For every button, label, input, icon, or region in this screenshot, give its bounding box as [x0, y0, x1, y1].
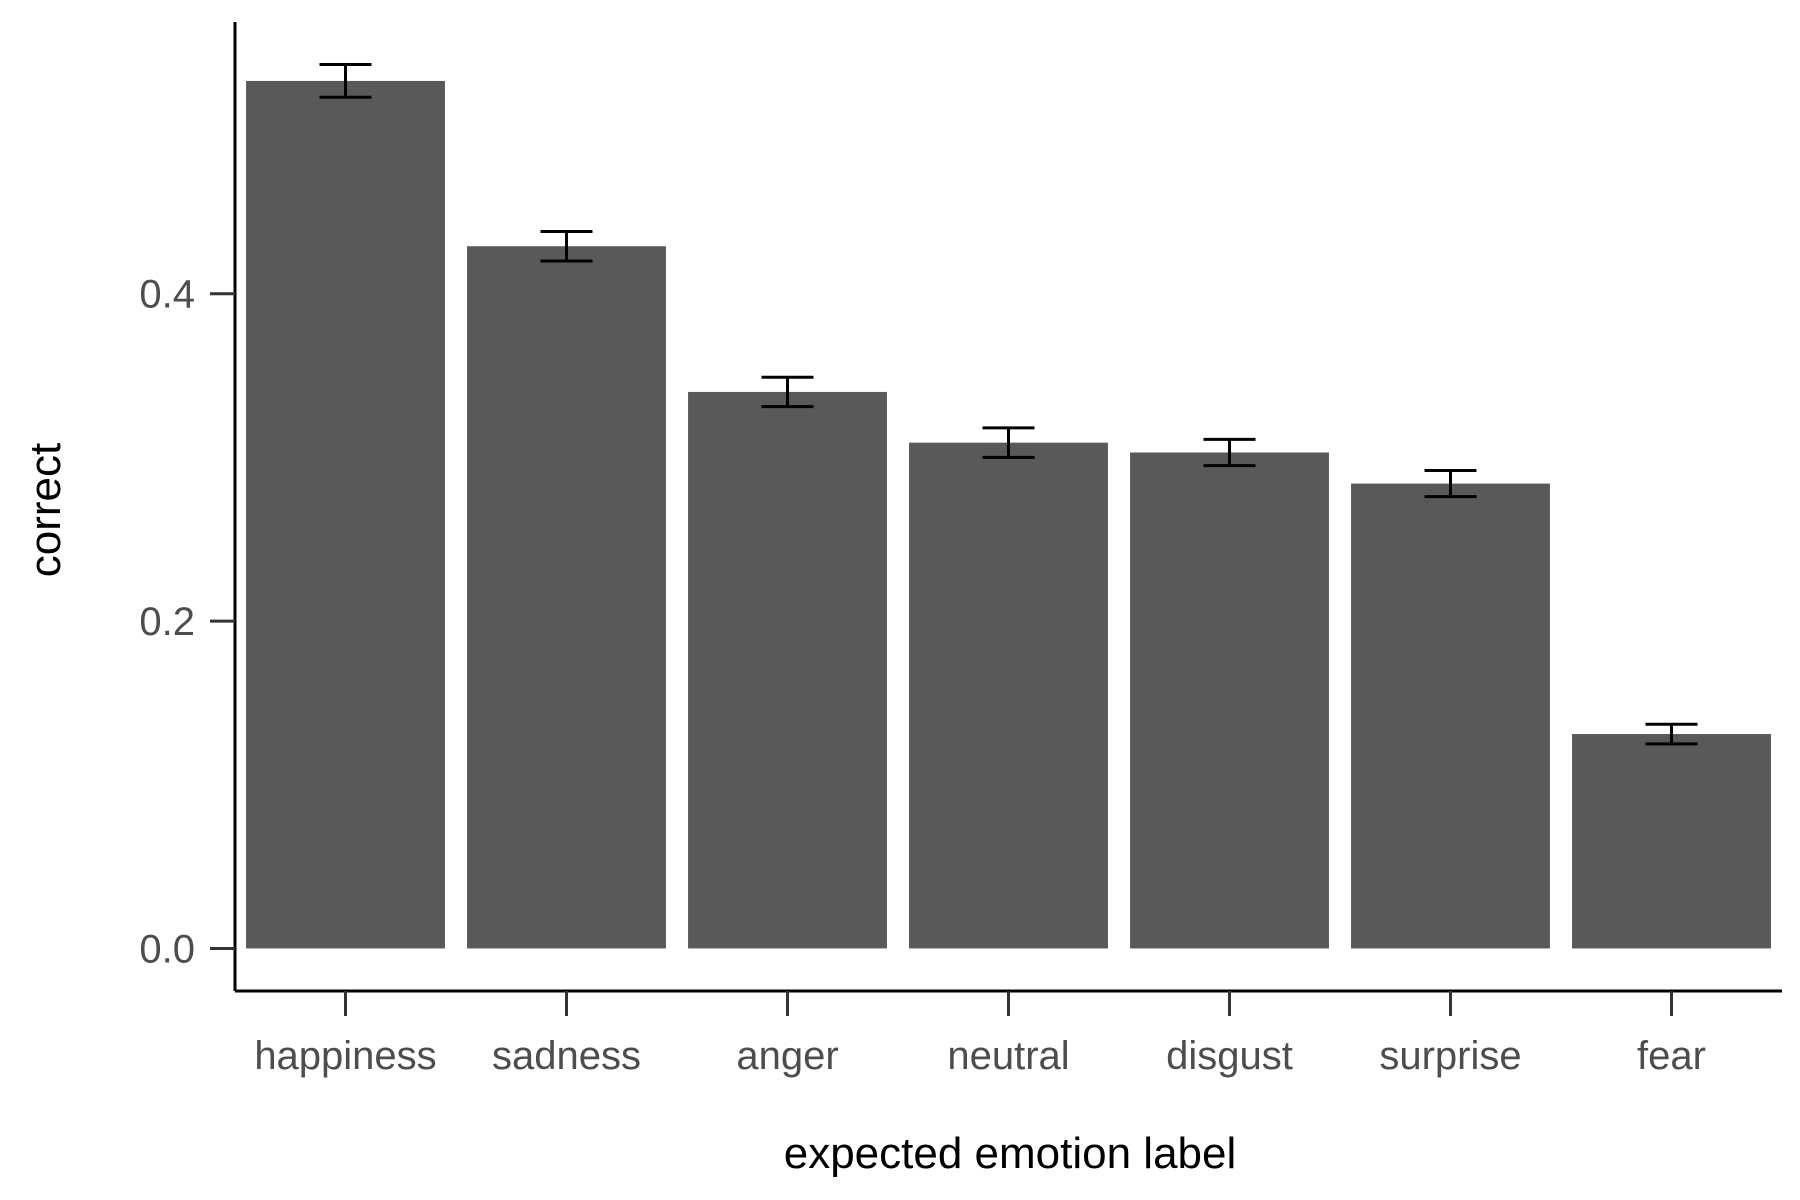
bar-anger — [688, 391, 887, 949]
y-tick-label: 0.4 — [139, 273, 195, 317]
bar-happiness — [246, 80, 445, 949]
x-tick-label-anger: anger — [736, 1034, 838, 1078]
y-axis: 0.0 0.2 0.4 — [139, 22, 237, 991]
x-tick-label-happiness: happiness — [254, 1034, 436, 1078]
x-tick-label-fear: fear — [1637, 1034, 1706, 1078]
bar-neutral — [909, 442, 1108, 949]
error-bar-sadness — [540, 230, 593, 263]
bar-disgust — [1130, 452, 1329, 949]
error-bar-anger — [761, 375, 814, 409]
bar-sadness — [467, 246, 666, 949]
bars-group — [246, 80, 1771, 949]
error-bar-happiness — [319, 63, 372, 99]
bar-surprise — [1351, 483, 1550, 949]
x-tick-label-disgust: disgust — [1166, 1034, 1293, 1078]
y-tick-label: 0.0 — [139, 927, 195, 971]
y-axis-title: correct — [21, 443, 70, 577]
error-bars-group — [319, 63, 1698, 746]
error-bar-surprise — [1424, 468, 1477, 499]
y-tick-label: 0.2 — [139, 600, 195, 644]
error-bar-disgust — [1203, 437, 1256, 468]
bar-fear — [1572, 734, 1771, 949]
x-axis: happiness sadness anger neutral disgust surpr… — [235, 989, 1782, 1078]
error-bar-neutral — [982, 426, 1035, 459]
error-bar-fear — [1645, 722, 1698, 746]
x-tick-label-sadness: sadness — [492, 1034, 641, 1078]
x-tick-label-surprise: surprise — [1379, 1034, 1521, 1078]
x-axis-title: expected emotion label — [784, 1129, 1237, 1178]
x-tick-label-neutral: neutral — [947, 1034, 1069, 1078]
